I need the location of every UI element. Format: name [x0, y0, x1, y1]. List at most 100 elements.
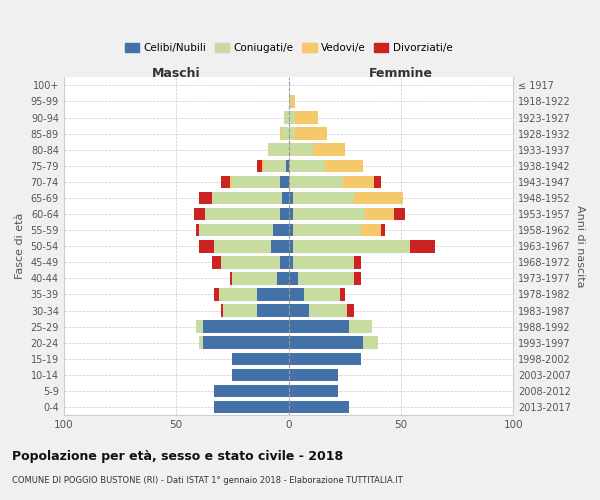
Bar: [284, 112, 289, 124]
Bar: [199, 240, 289, 252]
Bar: [257, 288, 289, 301]
Bar: [289, 192, 354, 204]
Text: Popolazione per età, sesso e stato civile - 2018: Popolazione per età, sesso e stato civil…: [12, 450, 343, 463]
Bar: [230, 176, 289, 188]
Bar: [289, 128, 295, 140]
Bar: [280, 256, 289, 268]
Bar: [289, 224, 361, 236]
Bar: [289, 288, 340, 301]
Bar: [289, 240, 434, 252]
Bar: [199, 336, 289, 349]
Bar: [289, 368, 338, 381]
Bar: [289, 304, 354, 317]
Bar: [205, 208, 289, 220]
Bar: [289, 160, 363, 172]
Y-axis label: Fasce di età: Fasce di età: [15, 213, 25, 280]
Bar: [289, 176, 374, 188]
Bar: [232, 368, 289, 381]
Bar: [289, 95, 295, 108]
Bar: [214, 288, 289, 301]
Bar: [289, 368, 338, 381]
Bar: [289, 176, 343, 188]
Bar: [214, 384, 289, 398]
Bar: [232, 368, 289, 381]
Bar: [289, 336, 379, 349]
Bar: [289, 112, 318, 124]
Bar: [289, 208, 365, 220]
Bar: [199, 336, 289, 349]
Bar: [289, 95, 291, 108]
Bar: [289, 272, 361, 284]
Bar: [221, 304, 289, 317]
Bar: [268, 144, 289, 156]
Bar: [214, 240, 289, 252]
Bar: [230, 272, 289, 284]
Bar: [205, 208, 289, 220]
Bar: [289, 256, 354, 268]
Bar: [289, 304, 309, 317]
Bar: [262, 160, 289, 172]
Bar: [232, 352, 289, 365]
Bar: [257, 160, 289, 172]
Bar: [289, 384, 338, 398]
Bar: [196, 320, 289, 333]
Bar: [289, 95, 295, 108]
Bar: [232, 352, 289, 365]
Bar: [289, 112, 318, 124]
Bar: [280, 208, 289, 220]
Bar: [289, 240, 410, 252]
Bar: [289, 272, 298, 284]
Bar: [289, 336, 379, 349]
Bar: [199, 336, 289, 349]
Bar: [289, 352, 361, 365]
Bar: [289, 144, 345, 156]
Bar: [214, 401, 289, 413]
Bar: [289, 272, 354, 284]
Bar: [282, 192, 289, 204]
Bar: [289, 128, 327, 140]
Bar: [289, 401, 349, 413]
Bar: [223, 304, 289, 317]
Bar: [289, 320, 372, 333]
Bar: [289, 208, 293, 220]
Bar: [284, 112, 289, 124]
Bar: [289, 401, 349, 413]
Bar: [289, 144, 313, 156]
Bar: [214, 384, 289, 398]
Y-axis label: Anni di nascita: Anni di nascita: [575, 205, 585, 288]
Bar: [268, 144, 289, 156]
Bar: [289, 352, 361, 365]
Bar: [194, 208, 289, 220]
Bar: [289, 320, 372, 333]
Bar: [277, 272, 289, 284]
Bar: [289, 208, 394, 220]
Bar: [219, 288, 289, 301]
Bar: [289, 288, 345, 301]
Bar: [289, 192, 403, 204]
Bar: [289, 401, 349, 413]
Bar: [214, 401, 289, 413]
Text: COMUNE DI POGGIO BUSTONE (RI) - Dati ISTAT 1° gennaio 2018 - Elaborazione TUTTIT: COMUNE DI POGGIO BUSTONE (RI) - Dati IST…: [12, 476, 403, 485]
Bar: [289, 336, 379, 349]
Bar: [196, 320, 289, 333]
Bar: [289, 176, 381, 188]
Bar: [232, 352, 289, 365]
Bar: [214, 401, 289, 413]
Bar: [214, 240, 289, 252]
Bar: [289, 304, 347, 317]
Bar: [203, 320, 289, 333]
Bar: [289, 336, 363, 349]
Bar: [232, 272, 289, 284]
Bar: [289, 192, 293, 204]
Bar: [280, 128, 289, 140]
Bar: [289, 224, 381, 236]
Legend: Celibi/Nubili, Coniugati/e, Vedovi/e, Divorziati/e: Celibi/Nubili, Coniugati/e, Vedovi/e, Di…: [121, 38, 457, 57]
Bar: [289, 320, 372, 333]
Bar: [214, 384, 289, 398]
Bar: [273, 224, 289, 236]
Bar: [289, 288, 304, 301]
Bar: [257, 304, 289, 317]
Bar: [280, 128, 289, 140]
Bar: [212, 256, 289, 268]
Bar: [232, 352, 289, 365]
